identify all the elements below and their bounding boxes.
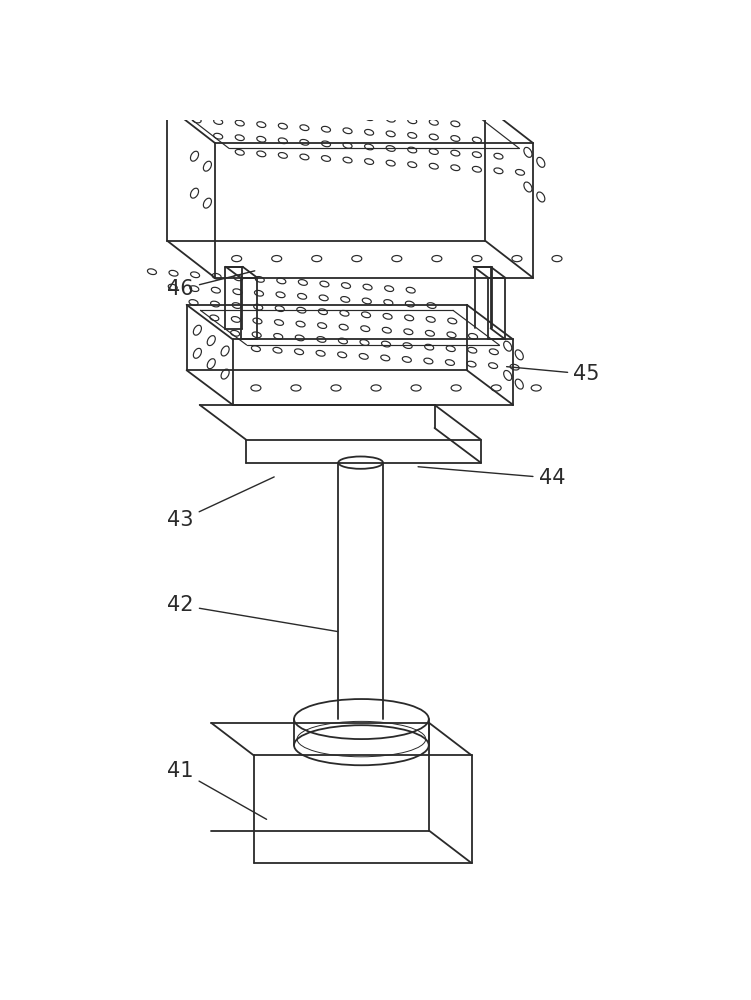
Text: 45: 45 <box>507 364 599 384</box>
Text: 42: 42 <box>167 595 338 632</box>
Text: 44: 44 <box>418 467 565 488</box>
Text: 41: 41 <box>167 761 267 819</box>
Text: 43: 43 <box>167 477 274 530</box>
Text: 46: 46 <box>167 271 255 299</box>
